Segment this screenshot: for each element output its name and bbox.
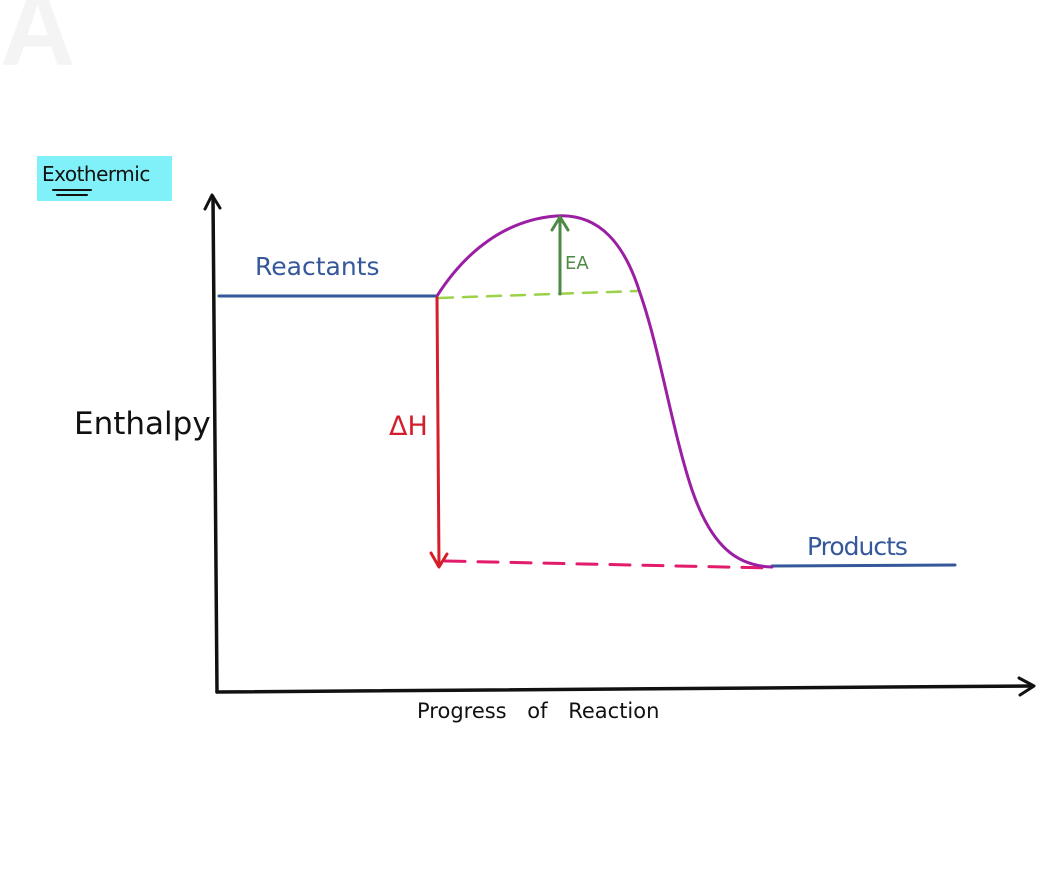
x-axis-arrowhead (1017, 676, 1036, 697)
delta-h-arrow (435, 296, 441, 567)
products-level (770, 563, 957, 568)
activation-baseline (437, 289, 639, 300)
activation-energy-label: EA (565, 253, 589, 274)
badge-underline-bottom (56, 194, 88, 196)
products-label: Products (807, 532, 908, 561)
panel-letter: A (0, 0, 76, 88)
x-axis-label: Progress of Reaction (417, 699, 660, 723)
x-axis (215, 684, 1034, 694)
badge-underline-top (52, 189, 92, 191)
reactants-label: Reactants (255, 252, 380, 281)
delta-h-label: ΔH (389, 411, 428, 442)
exothermic-badge-label: Exothermic (42, 162, 150, 186)
products-dashed-line (443, 559, 774, 570)
exothermic-badge (37, 156, 172, 201)
y-axis (211, 195, 219, 694)
y-axis-arrowhead (203, 193, 222, 211)
y-axis-label: Enthalpy (74, 406, 211, 442)
reaction-curve (435, 214, 774, 569)
delta-h-arrowhead (429, 551, 449, 569)
activation-energy-arrowhead (550, 215, 570, 232)
